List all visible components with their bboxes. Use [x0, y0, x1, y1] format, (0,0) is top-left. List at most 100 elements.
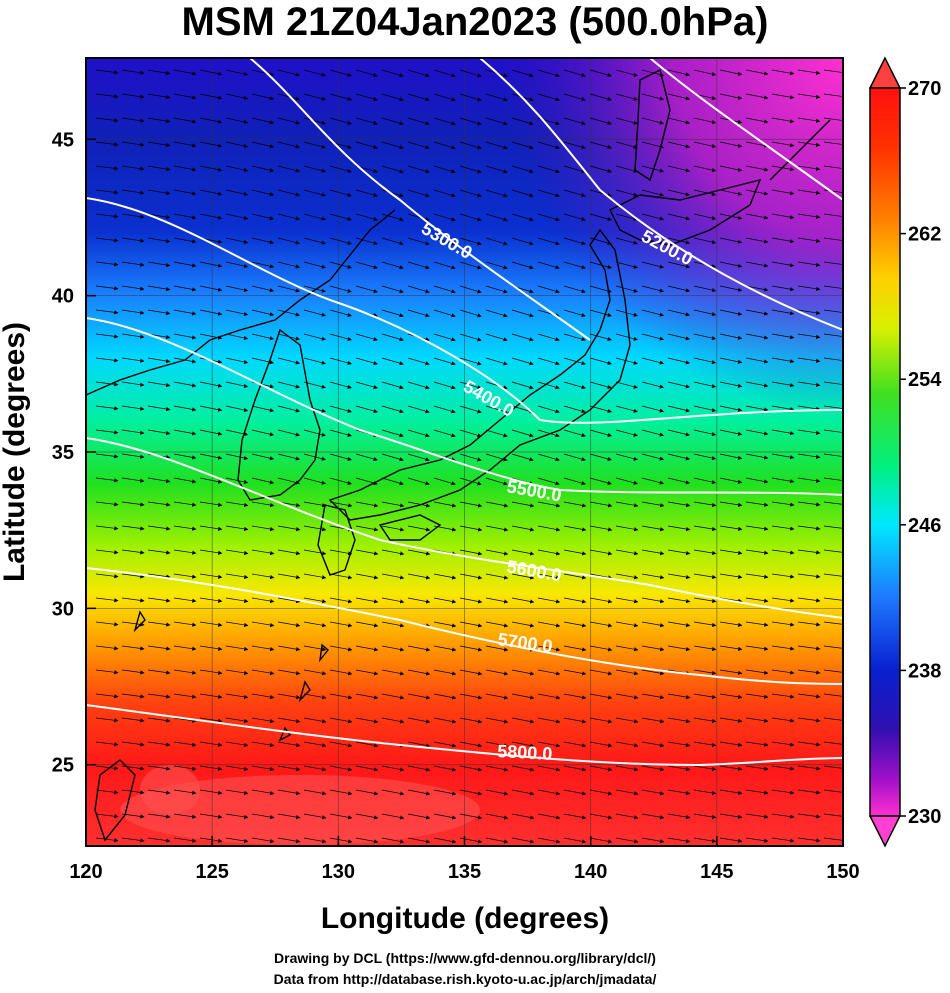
wind-arrow — [485, 309, 508, 318]
wind-arrow — [589, 165, 612, 173]
wind-arrow — [459, 621, 483, 628]
wind-arrow — [459, 429, 482, 438]
wind-arrow — [771, 717, 795, 723]
wind-arrow — [251, 165, 275, 173]
wind-arrow — [797, 501, 821, 507]
wind-arrow — [381, 405, 404, 414]
wind-arrow — [693, 381, 717, 389]
wind-arrow — [667, 525, 691, 532]
wind-arrow — [121, 261, 145, 267]
wind-arrow — [199, 213, 223, 220]
wind-arrow — [745, 213, 769, 220]
wind-arrow — [329, 333, 352, 341]
wind-arrow — [589, 285, 612, 293]
wind-arrow — [329, 261, 352, 269]
wind-arrow — [407, 573, 431, 580]
wind-arrow — [563, 645, 587, 652]
wind-arrow — [563, 69, 586, 78]
wind-arrow — [667, 69, 691, 77]
wind-arrow — [615, 837, 639, 844]
wind-arrow — [407, 789, 431, 796]
wind-arrow — [121, 165, 145, 171]
wind-arrow — [329, 117, 352, 125]
wind-arrow — [251, 141, 275, 149]
wind-arrow — [589, 789, 613, 796]
wind-arrow — [381, 477, 404, 486]
wind-arrow — [537, 525, 561, 532]
wind-arrow — [485, 477, 508, 486]
wind-arrow — [433, 237, 456, 246]
wind-arrow — [407, 765, 431, 772]
wind-arrow — [615, 381, 638, 389]
wind-arrow — [719, 357, 743, 364]
wind-arrow — [589, 741, 613, 748]
wind-arrow — [667, 453, 691, 461]
wind-arrow — [667, 189, 691, 197]
wind-arrow — [485, 333, 508, 342]
wind-arrow — [459, 93, 482, 102]
wind-arrow — [251, 597, 275, 604]
wind-arrow — [277, 69, 301, 77]
wind-arrow — [745, 573, 769, 579]
wind-arrow — [381, 549, 405, 556]
wind-arrow — [121, 453, 145, 459]
wind-arrow — [121, 213, 145, 219]
wind-arrow — [719, 381, 743, 388]
wind-arrow — [277, 597, 301, 604]
wind-arrow — [277, 741, 301, 748]
y-tick-label: 25 — [52, 755, 74, 777]
wind-arrow — [563, 549, 587, 556]
wind-arrow — [95, 741, 119, 747]
wind-arrow — [355, 501, 379, 508]
wind-arrow — [511, 357, 534, 366]
wind-arrow — [563, 789, 587, 796]
wind-arrow — [537, 717, 561, 724]
wind-arrow — [745, 117, 769, 124]
wind-arrow — [745, 141, 769, 148]
wind-arrow — [563, 501, 587, 508]
wind-arrow — [667, 741, 691, 748]
wind-arrow — [511, 693, 535, 700]
wind-arrow — [485, 645, 509, 652]
wind-arrow — [589, 429, 612, 437]
wind-arrow — [355, 261, 378, 270]
wind-arrow — [147, 549, 171, 555]
wind-arrow — [433, 261, 456, 270]
wind-arrow — [303, 549, 327, 556]
wind-arrow — [641, 189, 665, 197]
wind-arrow — [303, 837, 327, 844]
wind-arrow — [719, 813, 743, 819]
wind-arrow — [641, 381, 665, 389]
wind-arrow — [303, 117, 326, 125]
wind-arrow — [147, 237, 171, 244]
wind-arrow — [251, 237, 275, 245]
wind-arrow — [641, 813, 665, 820]
wind-arrow — [121, 189, 145, 195]
wind-arrow — [797, 477, 821, 483]
wind-arrow — [641, 261, 665, 269]
wind-arrow — [537, 453, 560, 462]
wind-arrow — [355, 141, 378, 150]
wind-arrow — [511, 789, 535, 796]
wind-arrow — [771, 501, 795, 507]
wind-arrow — [563, 141, 586, 150]
wind-arrow — [303, 477, 326, 485]
wind-arrow — [771, 189, 795, 196]
wind-arrow — [199, 381, 223, 388]
wind-arrow — [173, 429, 197, 436]
wind-arrow — [511, 525, 535, 532]
wind-arrow — [719, 429, 743, 436]
wind-arrow — [381, 573, 405, 580]
wind-arrow — [771, 381, 795, 388]
wind-arrow — [641, 213, 665, 221]
wind-arrow — [563, 213, 586, 222]
wind-arrow — [771, 453, 795, 460]
wind-arrow — [303, 189, 326, 197]
wind-arrow — [589, 813, 613, 820]
wind-arrow — [693, 645, 717, 652]
wind-arrow — [199, 453, 223, 460]
wind-arrow — [147, 213, 171, 220]
wind-arrow — [147, 765, 171, 771]
wind-arrow — [173, 453, 197, 460]
wind-arrow — [173, 333, 197, 340]
